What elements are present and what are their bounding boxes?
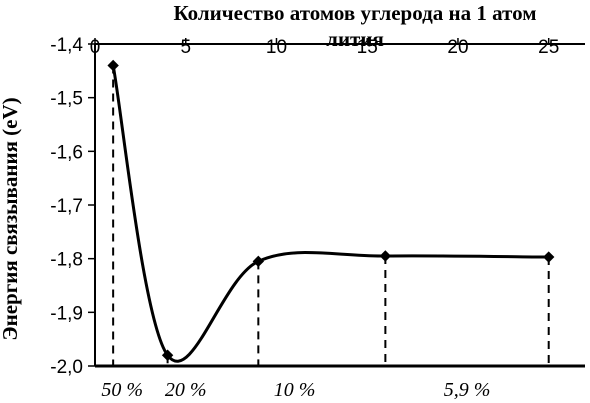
drop-lines — [112, 65, 550, 366]
data-point-marker — [107, 59, 119, 72]
percentage-annotations: 50 % 20 % 10 % 5,9 % — [101, 379, 490, 401]
y-tick-label: -1,5 — [50, 89, 83, 110]
y-tick-labels: -2,0 -1,9 -1,8 -1,7 -1,6 -1,5 -1,4 — [50, 35, 83, 378]
series-curve — [111, 65, 549, 363]
y-tick-label: -1,8 — [50, 250, 83, 271]
x-tick-label: 0 — [90, 37, 101, 58]
data-point-marker — [252, 255, 265, 268]
x-tick-label: 15 — [357, 37, 378, 58]
y-tick-label: -1,9 — [50, 303, 83, 324]
x-tick-label: 20 — [447, 37, 468, 58]
data-point-marker — [542, 251, 555, 263]
y-axis-label: Энергия связывания (eV) — [0, 97, 22, 340]
y-tick-label: -1,6 — [50, 142, 83, 163]
percentage-annotation: 50 % — [101, 379, 143, 401]
chart-title-line-2: лития — [326, 27, 384, 51]
chart-axes — [88, 38, 585, 368]
percentage-annotation: 20 % — [165, 379, 207, 401]
y-tick-label: -1,4 — [50, 35, 83, 56]
percentage-annotation: 5,9 % — [444, 379, 491, 401]
chart-title-line-1: Количество атомов углерода на 1 атом — [174, 1, 537, 25]
x-tick-label: 10 — [266, 37, 287, 58]
percentage-annotation: 10 % — [274, 379, 316, 401]
chart-title: Количество атомов углерода на 1 атомлити… — [174, 1, 537, 51]
x-tick-labels: 0 5 10 15 20 25 — [90, 37, 560, 58]
y-tick-label: -1,7 — [50, 196, 83, 217]
y-tick-label: -2,0 — [50, 357, 83, 378]
x-tick-label: 5 — [180, 37, 191, 58]
series-line — [111, 65, 549, 363]
data-point-marker — [161, 349, 174, 361]
y-axis-title: Энергия связывания (eV) — [0, 97, 22, 340]
x-tick-label: 25 — [538, 37, 559, 58]
data-markers — [107, 59, 555, 361]
data-point-marker — [379, 250, 392, 262]
